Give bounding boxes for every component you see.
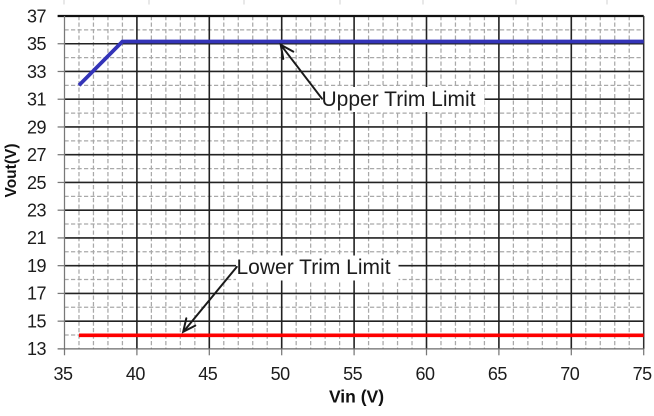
svg-text:23: 23 bbox=[27, 200, 47, 220]
svg-text:35: 35 bbox=[27, 34, 47, 54]
svg-text:19: 19 bbox=[27, 256, 47, 276]
svg-text:40: 40 bbox=[126, 364, 146, 384]
svg-text:25: 25 bbox=[27, 173, 47, 193]
svg-text:50: 50 bbox=[271, 364, 291, 384]
svg-text:15: 15 bbox=[27, 311, 47, 331]
svg-text:37: 37 bbox=[27, 6, 47, 26]
svg-text:60: 60 bbox=[415, 364, 435, 384]
svg-text:33: 33 bbox=[27, 62, 47, 82]
svg-text:31: 31 bbox=[27, 90, 47, 110]
svg-text:55: 55 bbox=[343, 364, 363, 384]
svg-text:29: 29 bbox=[27, 117, 47, 137]
svg-text:Lower Trim Limit: Lower Trim Limit bbox=[237, 256, 391, 279]
svg-text:27: 27 bbox=[27, 145, 47, 165]
svg-text:21: 21 bbox=[27, 228, 47, 248]
svg-text:13: 13 bbox=[27, 339, 47, 359]
svg-text:75: 75 bbox=[633, 364, 653, 384]
svg-text:Vin (V): Vin (V) bbox=[329, 386, 384, 406]
svg-text:Vout(V): Vout(V) bbox=[3, 144, 20, 198]
svg-text:17: 17 bbox=[27, 284, 47, 304]
svg-text:45: 45 bbox=[198, 364, 218, 384]
svg-text:70: 70 bbox=[560, 364, 580, 384]
svg-text:35: 35 bbox=[53, 364, 73, 384]
svg-text:65: 65 bbox=[488, 364, 508, 384]
svg-text:Upper Trim Limit: Upper Trim Limit bbox=[322, 88, 476, 111]
